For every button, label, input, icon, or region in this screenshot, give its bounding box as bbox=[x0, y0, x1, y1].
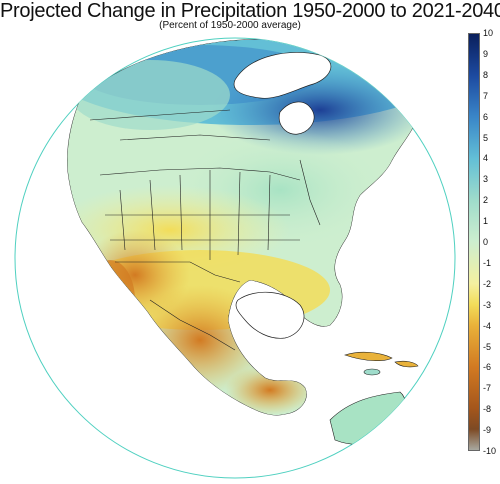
colorbar-tick-label: -7 bbox=[483, 383, 492, 394]
colorbar-tick-label: -8 bbox=[483, 404, 492, 415]
colorbar-tick-label: -10 bbox=[483, 446, 497, 456]
caribbean-islands bbox=[344, 351, 419, 376]
gulf-of-mexico bbox=[235, 291, 305, 339]
colorbar-tick-label: -6 bbox=[483, 362, 492, 373]
hudson-bay bbox=[278, 101, 315, 135]
colorbar-tick-label: 2 bbox=[483, 195, 489, 206]
colorbar-tick-label: 3 bbox=[483, 174, 489, 185]
colorbar-ticks: 10 9 8 7 6 5 4 3 2 1 0 -1 -2 -3 -4 -5 -6 -7 -8 -9 -10 bbox=[483, 0, 500, 484]
colorbar-tick-label: 4 bbox=[483, 153, 489, 164]
colorbar-tick-label: -5 bbox=[483, 341, 492, 352]
colorbar-tick-label: -2 bbox=[483, 278, 492, 289]
colorbar-tick-label: 0 bbox=[483, 237, 489, 247]
colorbar-tick-label: -4 bbox=[483, 320, 492, 331]
colorbar-tick-label: 9 bbox=[483, 48, 489, 59]
colorbar-tick-label: 8 bbox=[483, 69, 489, 80]
colorbar-tick-label: 1 bbox=[483, 216, 489, 227]
colorbar-tick-label: -1 bbox=[483, 257, 492, 268]
colorbar bbox=[468, 33, 480, 451]
greenland-landmass bbox=[233, 52, 332, 99]
political-boundaries bbox=[89, 109, 321, 351]
colorbar-tick-label: 7 bbox=[483, 90, 489, 101]
colorbar-tick-label: -3 bbox=[483, 299, 492, 310]
colorbar-tick-label: 10 bbox=[483, 28, 494, 38]
precipitation-map bbox=[14, 37, 456, 479]
map-subtitle: (Percent of 1950-2000 average) bbox=[159, 20, 301, 31]
colorbar-tick-label: 5 bbox=[483, 132, 489, 143]
colorbar-tick-label: 6 bbox=[483, 111, 489, 122]
map-title: Projected Change in Precipitation 1950-2… bbox=[0, 0, 500, 22]
colorbar-tick-label: -9 bbox=[483, 425, 492, 436]
